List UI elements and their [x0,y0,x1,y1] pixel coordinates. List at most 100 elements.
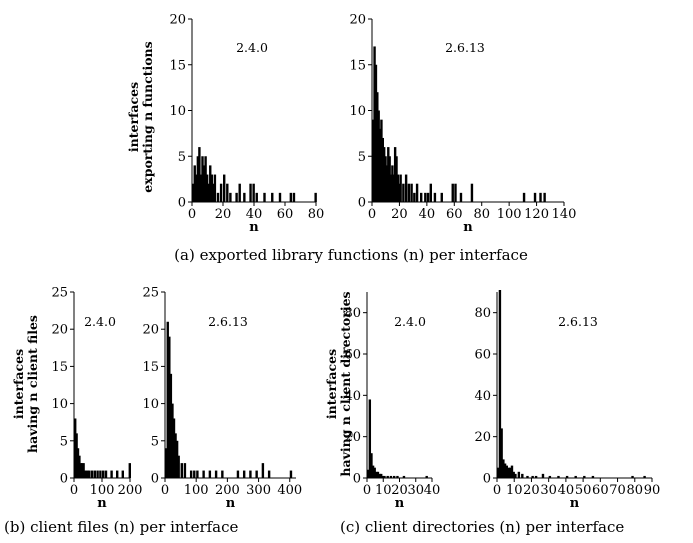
bar [398,183,401,202]
y-tick-label: 20 [51,323,68,338]
bar [249,470,252,478]
ylabel-c-line1: interfaces [324,349,339,419]
y-tick-label: 25 [51,286,68,301]
y-tick-label: 20 [142,323,159,338]
bar [219,183,223,202]
x-axis-label: n [226,496,236,511]
y-tick-label: 15 [51,360,68,375]
bar [289,470,293,478]
bar [209,165,212,202]
chart-b-2-6-13: 0 5 10 15 20 25 0 100 200 300 400 n 2.6.13 [142,286,302,512]
x-tick-label: 400 [277,483,302,498]
bar [396,174,400,202]
y-tick-label: 0 [178,196,186,211]
bar [74,418,77,478]
bar [214,470,218,478]
ylabel-b: interfaces having n client files [11,315,40,453]
bar [255,192,258,202]
bar [507,467,510,478]
bar [385,165,389,202]
bar [171,403,174,478]
bar [368,399,372,478]
bar [433,192,437,202]
bar [196,470,199,478]
x-tick-label: 80 [308,207,325,222]
x-tick-label: 140 [552,207,577,222]
x-tick-label: 40 [424,483,441,498]
bar [238,183,241,202]
bar [267,470,271,478]
chart-a-2-4-0: 0 5 10 15 20 0 20 40 60 80 n 2.4.0 [169,13,324,236]
bar [292,192,296,202]
y-tick-label: 40 [344,389,361,404]
x-tick-label: 200 [118,483,143,498]
bar [429,183,432,202]
version-label: 2.4.0 [236,40,268,55]
bar [509,467,512,478]
bar [371,465,375,478]
bar [383,475,386,478]
bar [424,192,427,202]
bar [374,64,378,202]
bar [382,147,386,202]
bar [207,183,210,202]
bar [402,183,405,202]
bar [440,192,443,202]
bar [110,470,113,478]
bar [533,192,537,202]
bar [454,183,457,202]
bar [393,475,396,478]
bar [212,183,215,202]
bar [168,336,171,478]
bar [367,469,370,478]
bar [380,473,383,478]
bar [78,455,81,478]
x-tick-label: 10 [375,483,392,498]
bar [643,475,646,478]
chart-a-2-6-13: 0 5 10 15 20 0 20 40 60 80 100 120 140 n 2.6.13 [349,13,576,236]
bar [79,463,82,478]
bar [183,463,187,478]
x-tick-label: 60 [592,483,609,498]
y-tick-label: 20 [344,430,361,445]
bar [503,463,507,478]
ylabel-a-line2: exporting n functions [140,41,155,192]
bar [386,475,389,478]
y-tick-label: 20 [474,430,491,445]
bar [271,192,274,202]
x-tick-label: 80 [627,483,644,498]
bar [198,147,201,202]
bar [380,119,383,202]
bar [189,470,193,478]
bar [388,156,391,202]
bar [500,428,503,478]
bar [526,475,529,478]
bar [393,147,397,202]
bar [175,440,179,478]
bar [243,192,246,202]
version-label: 2.6.13 [208,314,248,329]
x-tick-label: 100 [184,483,209,498]
y-tick-label: 40 [474,389,491,404]
bar [426,192,430,202]
x-tick-label: 40 [558,483,575,498]
bar [376,92,379,202]
bar [377,110,380,202]
chart-b-2-4-0: 0 5 10 15 20 25 0 100 200 n 2.4.0 [51,286,142,512]
bar [548,475,552,478]
bar [396,475,399,478]
bar [375,471,378,478]
bar [86,470,89,478]
bar [399,174,402,202]
bar [93,470,96,478]
bar [172,418,176,478]
x-tick-label: 300 [246,483,271,498]
x-tick-label: 10 [506,483,523,498]
bar [574,475,577,478]
bar [221,470,224,478]
ylabel-c-line2: having n client directories [338,291,353,476]
bar [497,467,500,478]
bar [541,473,545,478]
y-tick-label: 10 [349,104,366,119]
